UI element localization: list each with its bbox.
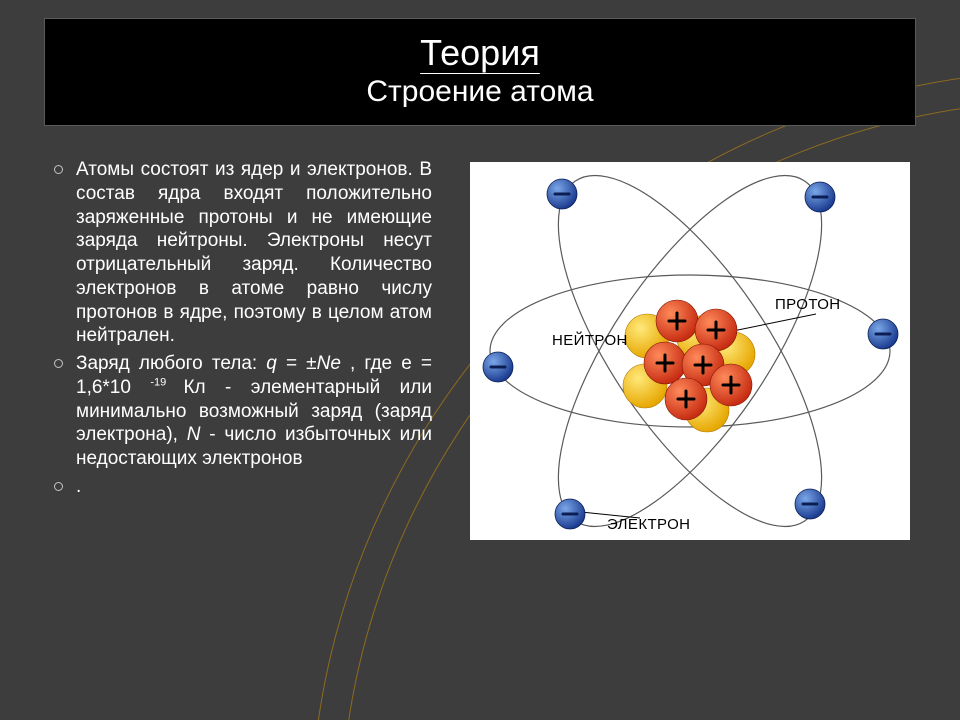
title-box: Теория Строение атома [44,18,916,126]
title-sub: Строение атома [366,72,593,111]
label-electron: ЭЛЕКТРОН [607,516,690,533]
bullet-item-3: . [76,475,432,499]
paragraph-2: Заряд любого тела: q = ±Ne , где е = 1,6… [76,352,432,471]
bullet-item-2: Заряд любого тела: q = ±Ne , где е = 1,6… [76,352,432,471]
bullet-item-1: Атомы состоят из ядер и электронов. В со… [76,158,432,348]
bullet-icon [54,165,63,174]
body-text: Атомы состоят из ядер и электронов. В со… [76,158,432,503]
bullet-icon [54,482,63,491]
slide: Теория Строение атома Атомы состоят из я… [0,0,960,720]
atom-diagram: ПРОТОН НЕЙТРОН ЭЛЕКТРОН [470,162,910,540]
paragraph-1: Атомы состоят из ядер и электронов. В со… [76,158,432,348]
label-proton: ПРОТОН [775,296,841,313]
label-neutron: НЕЙТРОН [552,332,628,349]
bullet-icon [54,359,63,368]
atom-diagram-svg [470,162,910,540]
title-main: Теория [420,33,540,73]
paragraph-3: . [76,475,432,499]
